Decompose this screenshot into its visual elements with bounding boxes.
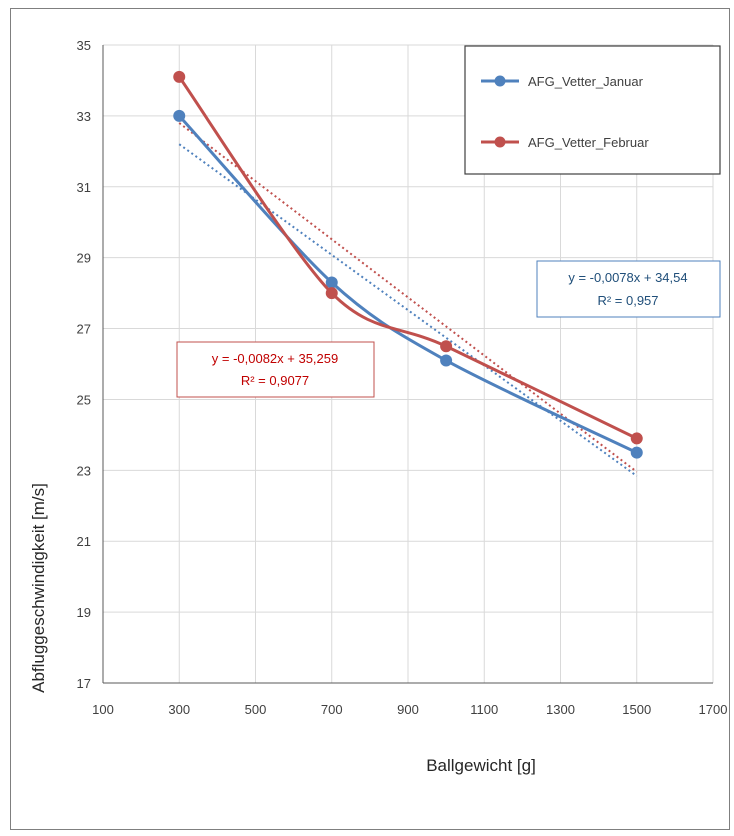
data-point-februar (440, 340, 453, 353)
trendline-januar (178, 143, 638, 477)
x-tick-label: 900 (397, 702, 419, 717)
trend-equation-januar: y = -0,0078x + 34,54 R² = 0,957 (536, 260, 721, 318)
y-tick-label: 31 (77, 180, 91, 195)
x-tick-label: 300 (168, 702, 190, 717)
x-tick-label: 1300 (546, 702, 575, 717)
data-point-februar (173, 70, 186, 83)
y-tick-label: 29 (77, 251, 91, 266)
legend: AFG_Vetter_Januar AFG_Vetter_Februar (464, 45, 721, 175)
y-tick-label: 27 (77, 322, 91, 337)
x-tick-label: 500 (245, 702, 267, 717)
x-tick-label: 100 (92, 702, 114, 717)
x-tick-label: 1700 (699, 702, 728, 717)
x-tick-label: 700 (321, 702, 343, 717)
trend-equation-februar-text: y = -0,0082x + 35,259 (212, 351, 338, 366)
trend-r2-februar-text: R² = 0,9077 (241, 373, 309, 388)
y-tick-label: 17 (77, 676, 91, 691)
trend-equation-februar: y = -0,0082x + 35,259 R² = 0,9077 (176, 341, 375, 398)
y-tick-label: 21 (77, 534, 91, 549)
y-tick-label: 25 (77, 392, 91, 407)
tick-layer: 100 300 500 700 900 1100 1300 1500 1700 17 19 21 23 2… (77, 38, 728, 717)
series-line-februar (178, 76, 638, 440)
trend-layer (178, 122, 638, 477)
trend-equation-januar-box (536, 260, 721, 318)
legend-label-januar: AFG_Vetter_Januar (528, 74, 644, 89)
data-point-januar (325, 276, 338, 289)
chart-frame: 100 300 500 700 900 1100 1300 1500 1700 17 19 21 23 2… (10, 8, 730, 830)
trend-equation-januar-text: y = -0,0078x + 34,54 (568, 270, 687, 285)
data-point-januar (630, 446, 643, 459)
trend-equation-februar-box (176, 341, 375, 398)
x-tick-label: 1100 (470, 702, 498, 717)
legend-marker-januar (494, 75, 506, 87)
data-point-februar (325, 287, 338, 300)
x-tick-label: 1500 (622, 702, 651, 717)
x-axis-title: Ballgewicht [g] (426, 756, 536, 775)
data-point-januar (173, 109, 186, 122)
y-tick-label: 33 (77, 109, 91, 124)
y-tick-label: 19 (77, 605, 91, 620)
y-tick-label: 35 (77, 38, 91, 53)
axis-layer (102, 45, 713, 684)
y-axis-title: Abfluggeschwindigkeit [m/s] (29, 483, 48, 693)
data-point-februar (630, 432, 643, 445)
series-layer (173, 70, 643, 459)
data-point-januar (440, 354, 453, 367)
chart-svg: 100 300 500 700 900 1100 1300 1500 1700 17 19 21 23 2… (29, 38, 728, 775)
trend-r2-januar-text: R² = 0,957 (597, 293, 658, 308)
legend-label-februar: AFG_Vetter_Februar (528, 135, 649, 150)
legend-box (464, 45, 721, 175)
trendline-februar (178, 122, 638, 473)
series-line-januar (178, 114, 638, 454)
legend-marker-februar (494, 136, 506, 148)
y-tick-label: 23 (77, 463, 91, 478)
